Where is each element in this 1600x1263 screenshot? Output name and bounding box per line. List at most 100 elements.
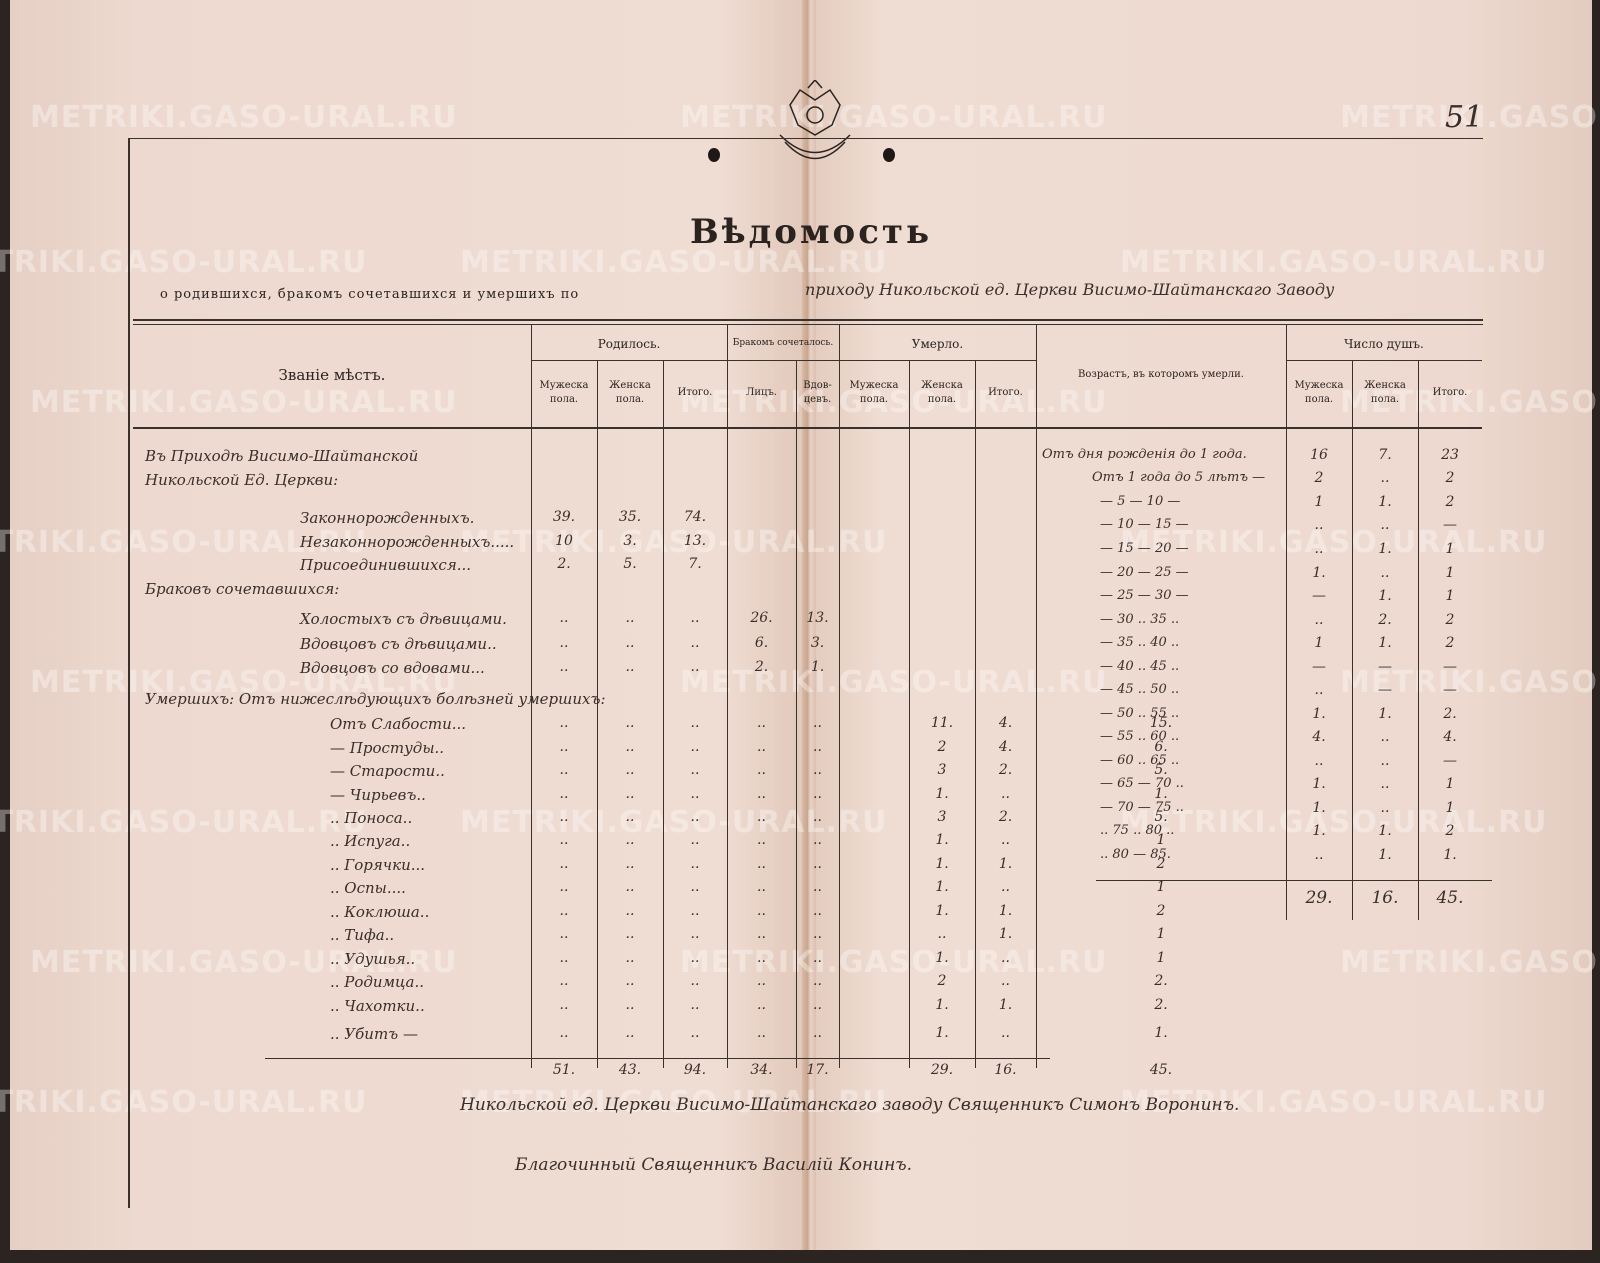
value-cell: ..	[625, 832, 635, 849]
value-cell: 1.	[935, 1025, 949, 1042]
column-rule	[531, 325, 532, 1068]
value-cell: ..	[813, 902, 822, 919]
row-label: Умершихъ: Отъ нижеслѣдующихъ болѣзней ум…	[145, 689, 606, 708]
value-cell: ..	[1001, 973, 1010, 990]
souls-cell: 4.	[1443, 729, 1457, 746]
header-total: Итого.	[677, 387, 713, 398]
value-cell: ..	[813, 973, 822, 990]
punch-hole	[708, 148, 720, 162]
value-cell: ..	[690, 1025, 700, 1042]
value-cell: 13.	[683, 532, 707, 549]
value-cell: ..	[690, 809, 700, 826]
value-cell: ..	[559, 659, 569, 676]
age-range-label: — 55 .. 60 ..	[1100, 729, 1180, 745]
header-rule	[133, 324, 1483, 325]
watermark: METRIKI.GASO-URAL.RU	[1120, 245, 1548, 280]
souls-cell: 4.	[1312, 729, 1326, 746]
total-cell: 45.	[1149, 1062, 1173, 1078]
value-cell: 3	[937, 809, 947, 826]
value-cell: 4.	[998, 738, 1013, 755]
value-cell: ..	[625, 762, 635, 779]
header-total: Итого.	[1432, 387, 1468, 398]
header-total: Итого.	[988, 387, 1023, 398]
column-rule	[1418, 360, 1419, 920]
souls-cell: 1	[1445, 564, 1455, 581]
row-label: — Старости..	[330, 762, 445, 781]
row-label: .. Убитъ —	[330, 1025, 418, 1044]
subtitle-handwritten: приходу Никольской ед. Церкви Висимо-Шай…	[805, 280, 1335, 299]
watermark: METRIKI.GASO-URAL.RU	[1340, 385, 1600, 420]
souls-cell: 2	[1445, 493, 1455, 510]
souls-cell: —	[1378, 682, 1392, 699]
value-cell: 1.	[935, 785, 949, 802]
value-cell: ..	[813, 785, 822, 802]
row-label: .. Поноса..	[330, 809, 413, 828]
ledger-sheet	[10, 0, 1592, 1250]
value-cell: 2	[937, 973, 947, 990]
souls-cell: 2	[1445, 635, 1455, 652]
header-born: Родилось.	[597, 337, 661, 351]
souls-cell: 2	[1445, 823, 1455, 840]
value-cell: ..	[625, 973, 635, 990]
row-label: .. Родимца..	[330, 973, 424, 992]
value-cell: ..	[757, 1025, 766, 1042]
souls-cell: ..	[1380, 729, 1390, 746]
value-cell: ..	[757, 832, 766, 849]
value-cell: ..	[625, 926, 635, 943]
value-cell: 5.	[1154, 762, 1168, 779]
value-cell: 10	[555, 532, 573, 549]
watermark: METRIKI.GASO-URAL.RU	[30, 100, 458, 135]
value-cell: ..	[559, 715, 569, 732]
value-cell: ..	[757, 715, 766, 732]
value-cell: ..	[757, 762, 766, 779]
souls-cell: 7.	[1378, 446, 1392, 463]
watermark: METRIKI.GASO-URAL.RU	[460, 1085, 888, 1120]
group-rule	[1286, 360, 1482, 361]
value-cell: ..	[757, 879, 766, 896]
header-female: Женска пола.	[1364, 380, 1406, 405]
value-cell: 13.	[806, 610, 829, 627]
value-cell: ..	[559, 1025, 569, 1042]
row-label: Законнорожденныхъ.	[300, 509, 475, 528]
value-cell: 1.	[935, 855, 949, 872]
value-cell: 3.	[623, 532, 637, 549]
value-cell: ..	[690, 902, 700, 919]
value-cell: ..	[813, 1025, 822, 1042]
row-label: — Чирьевъ..	[330, 785, 426, 804]
watermark: METRIKI.GASO-URAL.RU	[30, 665, 458, 700]
value-cell: ..	[757, 926, 766, 943]
value-cell: ..	[625, 659, 635, 676]
value-cell: ..	[690, 738, 700, 755]
souls-cell: 1.	[1312, 776, 1326, 793]
header-persons: Лицъ.	[746, 387, 777, 398]
value-cell: 1.	[998, 902, 1013, 919]
value-cell: ..	[813, 832, 822, 849]
row-label: .. Оспы....	[330, 879, 406, 898]
value-cell: ..	[559, 832, 569, 849]
column-rule	[909, 360, 910, 1068]
souls-total-cell: 45.	[1436, 888, 1464, 908]
watermark: METRIKI.GASO-URAL.RU	[1120, 525, 1548, 560]
value-cell: 1.	[998, 996, 1013, 1013]
value-cell: 6.	[754, 634, 769, 651]
value-cell: ..	[625, 610, 635, 627]
souls-cell: 1.	[1378, 846, 1392, 863]
row-label: Браковъ сочетавшихся:	[145, 579, 340, 598]
value-cell: ..	[559, 634, 569, 651]
header-place: Званіе мѣстъ.	[278, 366, 386, 384]
watermark: METRIKI.GASO-URAL.RU	[1340, 665, 1600, 700]
row-label: Вдовцовъ со вдовами...	[300, 659, 485, 678]
value-cell: 2.	[1154, 996, 1168, 1013]
column-rule	[1286, 325, 1287, 920]
souls-cell: —	[1312, 658, 1326, 675]
value-cell: ..	[813, 926, 822, 943]
souls-cell: 1	[1445, 588, 1455, 605]
value-cell: ..	[690, 610, 700, 627]
column-rule	[727, 325, 728, 1068]
total-cell: 34.	[750, 1062, 773, 1078]
souls-cell: —	[1443, 517, 1457, 534]
souls-cell: —	[1443, 658, 1457, 675]
age-range-label: — 30 .. 35 ..	[1100, 611, 1180, 627]
watermark: METRIKI.GASO-URAL.RU	[680, 945, 1108, 980]
value-cell: 1.	[935, 949, 949, 966]
